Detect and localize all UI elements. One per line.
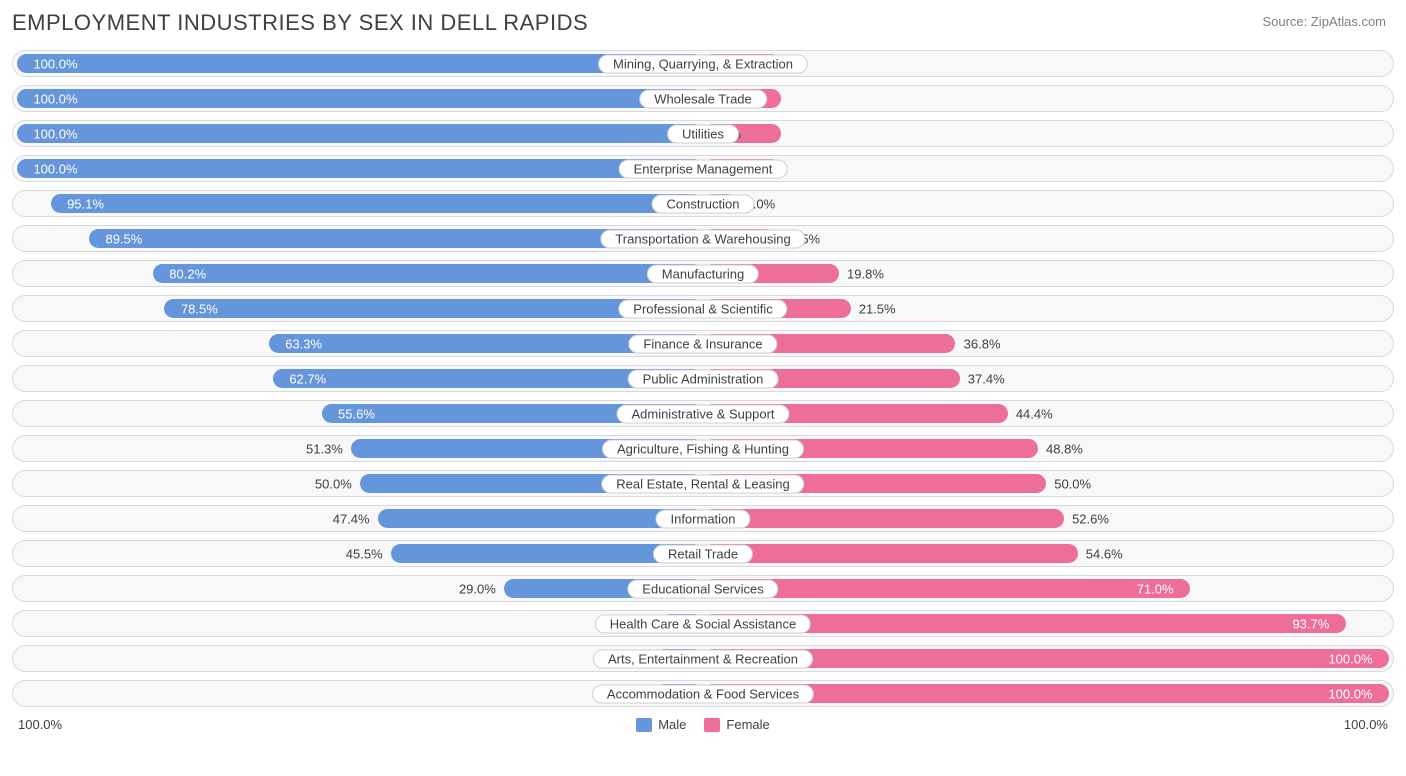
- female-pct-label: 54.6%: [1086, 546, 1123, 561]
- chart-header: EMPLOYMENT INDUSTRIES BY SEX IN DELL RAP…: [12, 10, 1394, 36]
- male-pct-label: 50.0%: [315, 476, 352, 491]
- chart-row: 50.0% 50.0% Real Estate, Rental & Leasing: [12, 470, 1394, 497]
- category-label: Administrative & Support: [616, 404, 789, 423]
- female-pct-label: 21.5%: [859, 301, 896, 316]
- male-pct-label: 100.0%: [33, 126, 77, 141]
- female-pct-label: 50.0%: [1054, 476, 1091, 491]
- category-label: Agriculture, Fishing & Hunting: [602, 439, 804, 458]
- female-pct-label: 36.8%: [964, 336, 1001, 351]
- category-label: Information: [655, 509, 750, 528]
- male-pct-label: 62.7%: [289, 371, 326, 386]
- male-pct-label: 89.5%: [105, 231, 142, 246]
- category-label: Finance & Insurance: [628, 334, 777, 353]
- category-label: Retail Trade: [653, 544, 753, 563]
- male-pct-label: 29.0%: [459, 581, 496, 596]
- category-label: Public Administration: [628, 369, 779, 388]
- male-bar: [17, 89, 703, 108]
- category-label: Utilities: [667, 124, 739, 143]
- category-label: Accommodation & Food Services: [592, 684, 814, 703]
- male-bar: [378, 509, 703, 528]
- legend-female-label: Female: [726, 717, 769, 732]
- chart-row: 0.0%100.0%Arts, Entertainment & Recreati…: [12, 645, 1394, 672]
- chart-row: 100.0%0.0%Utilities: [12, 120, 1394, 147]
- female-pct-label: 93.7%: [1292, 616, 1329, 631]
- category-label: Manufacturing: [647, 264, 759, 283]
- category-label: Construction: [652, 194, 755, 213]
- chart-row: 95.1%5.0%Construction: [12, 190, 1394, 217]
- male-pct-label: 95.1%: [67, 196, 104, 211]
- female-swatch-icon: [704, 718, 720, 732]
- chart-row: 100.0%0.0%Wholesale Trade: [12, 85, 1394, 112]
- female-pct-label: 48.8%: [1046, 441, 1083, 456]
- chart-row: 45.5% 54.6% Retail Trade: [12, 540, 1394, 567]
- female-pct-label: 37.4%: [968, 371, 1005, 386]
- chart-row: 63.3% 36.8% Finance & Insurance: [12, 330, 1394, 357]
- category-label: Health Care & Social Assistance: [595, 614, 811, 633]
- male-pct-label: 51.3%: [306, 441, 343, 456]
- male-bar: [153, 264, 703, 283]
- chart-row: 78.5% 21.5% Professional & Scientific: [12, 295, 1394, 322]
- diverging-bar-chart: 100.0%0.0%Mining, Quarrying, & Extractio…: [12, 50, 1394, 707]
- male-pct-label: 100.0%: [33, 161, 77, 176]
- chart-row: 47.4% 52.6% Information: [12, 505, 1394, 532]
- category-label: Professional & Scientific: [618, 299, 787, 318]
- legend-item-female: Female: [704, 717, 769, 732]
- male-pct-label: 55.6%: [338, 406, 375, 421]
- chart-row: 100.0%0.0%Mining, Quarrying, & Extractio…: [12, 50, 1394, 77]
- male-swatch-icon: [636, 718, 652, 732]
- female-pct-label: 100.0%: [1328, 686, 1372, 701]
- chart-row: 0.0%100.0%Accommodation & Food Services: [12, 680, 1394, 707]
- female-bar: [703, 544, 1078, 563]
- chart-row: 62.7% 37.4% Public Administration: [12, 365, 1394, 392]
- legend-male-label: Male: [658, 717, 686, 732]
- male-pct-label: 100.0%: [33, 91, 77, 106]
- female-bar: [703, 509, 1064, 528]
- female-pct-label: 44.4%: [1016, 406, 1053, 421]
- chart-source: Source: ZipAtlas.com: [1262, 14, 1386, 29]
- chart-legend: 100.0% Male Female 100.0%: [12, 715, 1394, 732]
- category-label: Wholesale Trade: [639, 89, 767, 108]
- male-pct-label: 63.3%: [285, 336, 322, 351]
- legend-item-male: Male: [636, 717, 686, 732]
- category-label: Educational Services: [627, 579, 778, 598]
- category-label: Transportation & Warehousing: [600, 229, 805, 248]
- male-bar: [17, 124, 703, 143]
- male-pct-label: 47.4%: [333, 511, 370, 526]
- category-label: Real Estate, Rental & Leasing: [601, 474, 804, 493]
- female-pct-label: 100.0%: [1328, 651, 1372, 666]
- chart-title: EMPLOYMENT INDUSTRIES BY SEX IN DELL RAP…: [12, 10, 588, 36]
- chart-row: 89.5%10.5%Transportation & Warehousing: [12, 225, 1394, 252]
- male-pct-label: 100.0%: [33, 56, 77, 71]
- female-pct-label: 52.6%: [1072, 511, 1109, 526]
- chart-row: 6.3%93.7%Health Care & Social Assistance: [12, 610, 1394, 637]
- chart-row: 100.0%0.0%Enterprise Management: [12, 155, 1394, 182]
- axis-right-label: 100.0%: [1344, 717, 1388, 732]
- legend-items: Male Female: [636, 717, 770, 732]
- male-pct-label: 78.5%: [181, 301, 218, 316]
- male-pct-label: 80.2%: [169, 266, 206, 281]
- female-pct-label: 71.0%: [1137, 581, 1174, 596]
- male-pct-label: 45.5%: [346, 546, 383, 561]
- chart-row: 51.3% 48.8% Agriculture, Fishing & Hunting: [12, 435, 1394, 462]
- male-bar: [17, 159, 703, 178]
- male-bar: [51, 194, 703, 213]
- chart-row: 80.2% 19.8% Manufacturing: [12, 260, 1394, 287]
- category-label: Mining, Quarrying, & Extraction: [598, 54, 808, 73]
- chart-row: 29.0% 71.0% Educational Services: [12, 575, 1394, 602]
- category-label: Enterprise Management: [619, 159, 788, 178]
- axis-left-label: 100.0%: [18, 717, 62, 732]
- female-pct-label: 19.8%: [847, 266, 884, 281]
- category-label: Arts, Entertainment & Recreation: [593, 649, 813, 668]
- chart-row: 55.6% 44.4% Administrative & Support: [12, 400, 1394, 427]
